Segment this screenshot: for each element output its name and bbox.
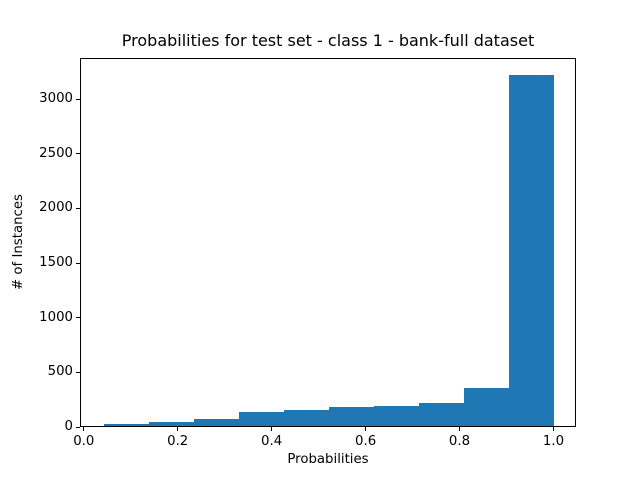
y-tick-label: 3000 bbox=[39, 91, 73, 107]
x-tick-mark bbox=[459, 427, 460, 431]
histogram-bar bbox=[103, 424, 149, 426]
histogram-bar bbox=[329, 407, 375, 426]
y-tick-mark bbox=[76, 426, 80, 428]
y-tick-mark bbox=[76, 207, 80, 209]
y-tick-label: 2000 bbox=[39, 200, 73, 216]
x-tick-label: 0.0 bbox=[73, 434, 95, 449]
histogram-bar bbox=[238, 412, 284, 426]
x-tick-label: 0.8 bbox=[448, 434, 471, 449]
y-tick-mark bbox=[76, 153, 80, 155]
y-tick-mark bbox=[76, 317, 80, 319]
x-tick-label: 0.6 bbox=[355, 434, 377, 449]
y-tick-label: 2500 bbox=[39, 145, 73, 161]
histogram-bar bbox=[374, 405, 420, 426]
histogram-bar bbox=[509, 74, 555, 426]
histogram-bar bbox=[193, 418, 239, 426]
plot-area bbox=[80, 58, 576, 427]
y-tick-label: 1000 bbox=[39, 309, 73, 325]
x-tick-mark bbox=[365, 427, 367, 431]
chart-title: Probabilities for test set - class 1 - b… bbox=[121, 31, 535, 50]
y-tick-label: 500 bbox=[47, 364, 73, 380]
x-tick-mark bbox=[553, 427, 554, 431]
y-tick-mark bbox=[76, 98, 80, 100]
x-tick-mark bbox=[83, 427, 85, 431]
x-tick-label: 0.4 bbox=[261, 434, 283, 449]
histogram-bar bbox=[148, 422, 194, 426]
y-tick-mark bbox=[76, 371, 80, 373]
histogram-bar bbox=[419, 402, 465, 426]
x-tick-mark bbox=[271, 427, 273, 431]
y-tick-label: 1500 bbox=[39, 255, 73, 270]
x-tick-mark bbox=[177, 427, 179, 431]
y-tick-mark bbox=[76, 262, 80, 264]
x-tick-label: 1.0 bbox=[542, 434, 565, 449]
x-tick-label: 0.2 bbox=[167, 434, 189, 449]
x-axis-label: Probabilities bbox=[287, 452, 369, 467]
histogram-bar bbox=[283, 409, 329, 426]
y-tick-label: 0 bbox=[64, 419, 73, 434]
histogram-bar bbox=[464, 388, 510, 426]
